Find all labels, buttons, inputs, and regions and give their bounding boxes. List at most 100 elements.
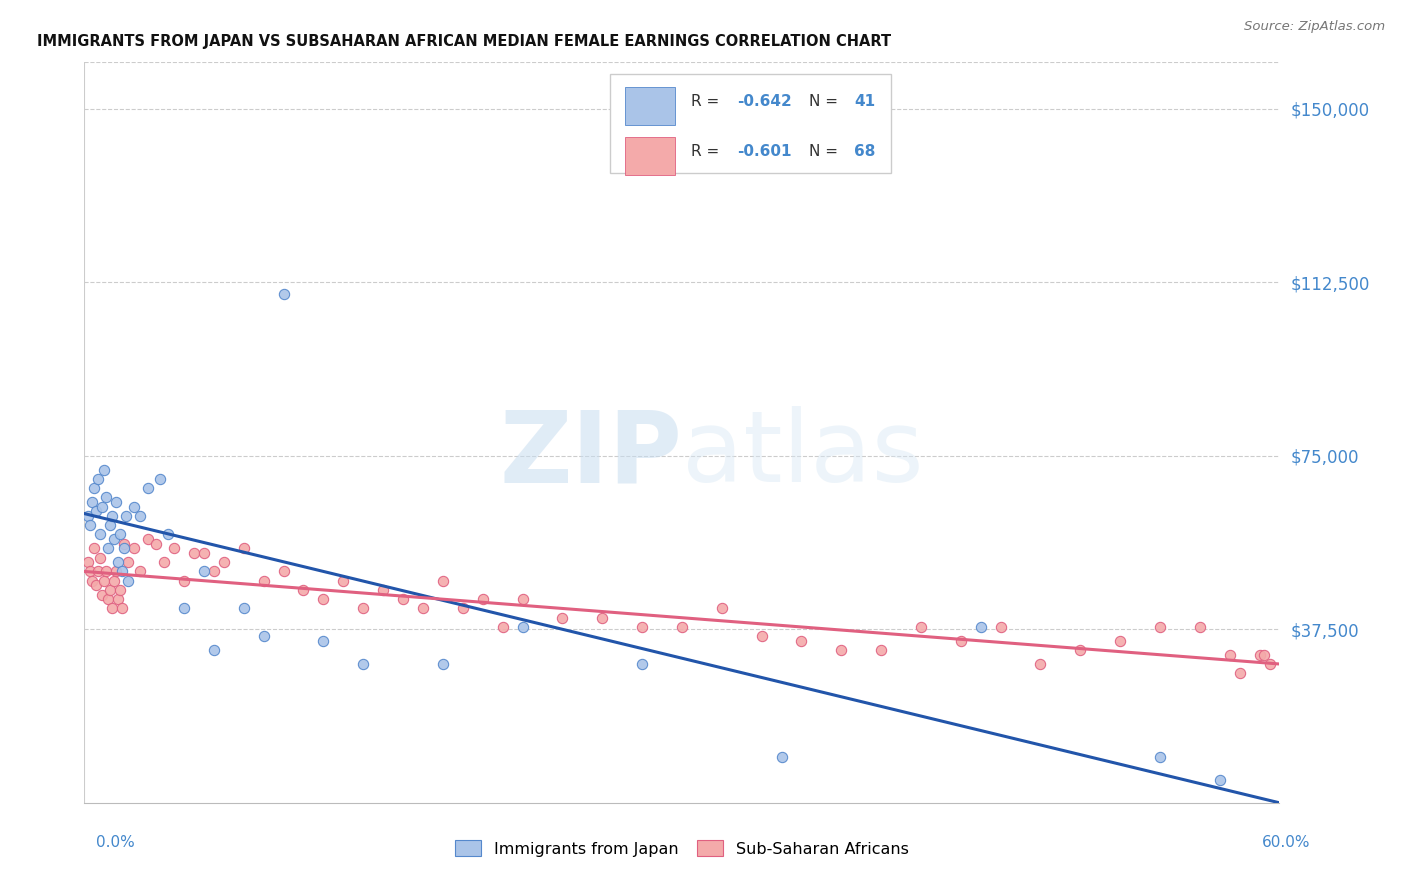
Point: [373, 582, 395, 597]
Point: [202, 565, 225, 579]
Point: [392, 592, 415, 607]
Point: [193, 546, 215, 560]
Point: [111, 565, 134, 579]
Point: [136, 481, 159, 495]
Point: [292, 582, 315, 597]
Point: [149, 472, 172, 486]
Point: [89, 550, 111, 565]
Point: [312, 633, 335, 648]
Point: [103, 574, 125, 588]
Point: [111, 601, 134, 615]
Point: [83, 541, 105, 556]
Point: [332, 574, 354, 588]
Point: [1258, 657, 1281, 671]
Point: [910, 620, 932, 634]
Point: [110, 582, 132, 597]
Point: [253, 629, 276, 643]
Point: [1188, 620, 1211, 634]
Point: [115, 508, 138, 523]
Text: R =: R =: [692, 144, 724, 159]
Point: [77, 508, 100, 523]
Point: [173, 574, 195, 588]
Point: [212, 555, 235, 569]
Point: [1149, 620, 1171, 634]
Point: [163, 541, 186, 556]
Text: 60.0%: 60.0%: [1263, 836, 1310, 850]
Point: [101, 601, 124, 615]
Point: [551, 610, 574, 624]
Point: [79, 518, 101, 533]
Legend: Immigrants from Japan, Sub-Saharan Africans: Immigrants from Japan, Sub-Saharan Afric…: [449, 834, 915, 863]
Point: [117, 574, 139, 588]
Text: 41: 41: [853, 94, 875, 109]
Point: [492, 620, 515, 634]
Point: [352, 601, 374, 615]
Point: [591, 610, 613, 624]
FancyBboxPatch shape: [610, 73, 891, 173]
Point: [91, 500, 114, 514]
Point: [1253, 648, 1275, 662]
Text: N =: N =: [808, 144, 842, 159]
Point: [1219, 648, 1241, 662]
Point: [183, 546, 205, 560]
Point: [89, 527, 111, 541]
Point: [949, 633, 972, 648]
Point: [86, 578, 108, 592]
Point: [202, 643, 225, 657]
Point: [253, 574, 276, 588]
Point: [98, 582, 121, 597]
Point: [145, 536, 167, 550]
Point: [432, 657, 454, 671]
Point: [830, 643, 852, 657]
Text: atlas: atlas: [682, 407, 924, 503]
Text: 68: 68: [853, 144, 876, 159]
Point: [122, 500, 145, 514]
Point: [112, 536, 135, 550]
Point: [93, 462, 115, 476]
Point: [471, 592, 494, 607]
Point: [432, 574, 454, 588]
Point: [117, 555, 139, 569]
Point: [412, 601, 434, 615]
Point: [512, 620, 534, 634]
Point: [1229, 666, 1251, 681]
Text: 0.0%: 0.0%: [96, 836, 135, 850]
Point: [129, 508, 152, 523]
Point: [790, 633, 813, 648]
Point: [107, 555, 129, 569]
Point: [193, 565, 215, 579]
Point: [273, 286, 295, 301]
Point: [990, 620, 1012, 634]
Point: [97, 592, 120, 607]
Point: [79, 565, 101, 579]
Point: [1069, 643, 1091, 657]
Point: [97, 541, 120, 556]
Point: [631, 620, 654, 634]
Point: [1029, 657, 1052, 671]
Point: [86, 504, 108, 518]
Point: [122, 541, 145, 556]
Point: [312, 592, 335, 607]
Point: [82, 574, 104, 588]
Point: [451, 601, 474, 615]
Point: [1149, 749, 1171, 764]
Point: [83, 481, 105, 495]
Point: [770, 749, 793, 764]
Point: [136, 532, 159, 546]
Point: [970, 620, 993, 634]
Point: [110, 527, 132, 541]
Text: -0.601: -0.601: [737, 144, 792, 159]
Text: Source: ZipAtlas.com: Source: ZipAtlas.com: [1244, 20, 1385, 33]
Point: [91, 588, 114, 602]
Point: [1209, 772, 1232, 787]
Text: N =: N =: [808, 94, 842, 109]
Point: [352, 657, 374, 671]
Point: [153, 555, 176, 569]
Point: [1249, 648, 1271, 662]
Point: [710, 601, 733, 615]
Point: [87, 472, 110, 486]
Point: [105, 495, 128, 509]
Point: [96, 565, 118, 579]
Text: ZIP: ZIP: [499, 407, 682, 503]
Point: [870, 643, 893, 657]
